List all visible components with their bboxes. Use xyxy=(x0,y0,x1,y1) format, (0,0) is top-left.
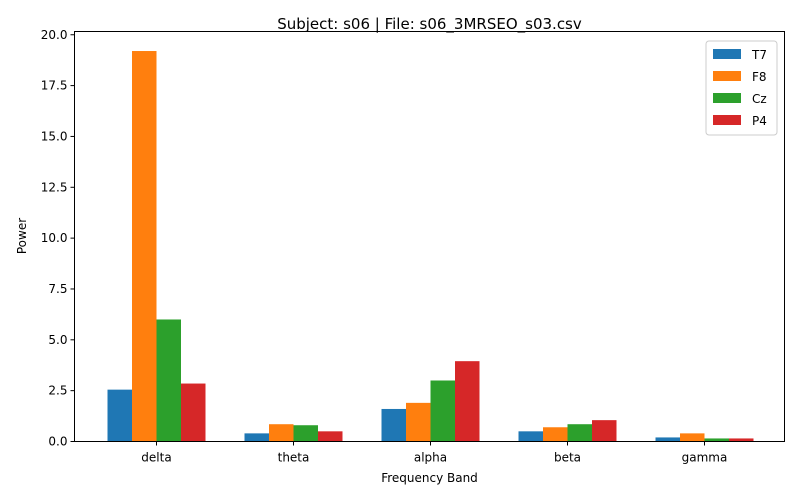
legend-box xyxy=(705,40,778,136)
bar-cz-delta xyxy=(156,319,181,442)
x-tick-label-gamma: gamma xyxy=(682,451,728,465)
y-axis: 0.0 2.5 5.0 7.5 10.0 12.5 15.0 17.5 20.0 xyxy=(41,28,75,449)
bar-f8-theta xyxy=(269,424,294,442)
legend-label-cz: Cz xyxy=(752,92,767,106)
y-tick-label: 20.0 xyxy=(41,28,68,42)
bar-p4-alpha xyxy=(455,361,480,442)
y-tick-label: 7.5 xyxy=(48,282,67,296)
bar-f8-alpha xyxy=(406,402,431,442)
y-tick-label: 15.0 xyxy=(41,129,68,143)
legend-label-p4: P4 xyxy=(752,114,767,128)
legend: T7 F8 Cz P4 xyxy=(705,40,778,136)
y-tick-label: 12.5 xyxy=(41,180,68,194)
chart-title: Subject: s06 | File: s06_3MRSEO_s03.csv xyxy=(277,15,582,34)
bar-cz-alpha xyxy=(430,380,455,442)
bar-t7-delta xyxy=(107,389,132,442)
legend-swatch-cz xyxy=(713,93,741,103)
legend-label-t7: T7 xyxy=(751,48,767,62)
y-tick-label: 0.0 xyxy=(48,435,67,449)
y-tick-label: 17.5 xyxy=(41,79,68,93)
bars-group xyxy=(107,51,754,442)
bar-f8-delta xyxy=(132,51,157,442)
bar-t7-gamma xyxy=(655,437,680,442)
bar-f8-beta xyxy=(543,427,568,442)
y-tick-label: 10.0 xyxy=(41,231,68,245)
x-tick-label-beta: beta xyxy=(554,451,581,465)
x-tick-label-delta: delta xyxy=(141,451,171,465)
plot-frame xyxy=(74,31,785,442)
y-tick-label: 5.0 xyxy=(48,333,67,347)
x-axis-label: Frequency Band xyxy=(381,471,478,485)
legend-swatch-t7 xyxy=(713,49,741,59)
bar-cz-theta xyxy=(293,425,318,442)
bar-p4-theta xyxy=(318,431,343,442)
legend-label-f8: F8 xyxy=(752,70,767,84)
x-axis: delta theta alpha beta gamma xyxy=(141,441,728,465)
bar-p4-gamma xyxy=(729,438,754,442)
x-tick-label-theta: theta xyxy=(278,451,310,465)
bar-p4-beta xyxy=(592,420,617,442)
bar-p4-delta xyxy=(181,383,206,442)
bar-cz-beta xyxy=(567,424,592,442)
bar-t7-beta xyxy=(518,431,543,442)
legend-swatch-p4 xyxy=(713,115,741,125)
bar-t7-theta xyxy=(244,433,269,442)
legend-swatch-f8 xyxy=(713,71,741,81)
bar-f8-gamma xyxy=(680,433,705,442)
bar-cz-gamma xyxy=(704,438,729,442)
bar-t7-alpha xyxy=(381,408,406,442)
y-axis-label: Power xyxy=(15,218,29,254)
y-tick-label: 2.5 xyxy=(48,384,67,398)
x-tick-label-alpha: alpha xyxy=(414,451,447,465)
